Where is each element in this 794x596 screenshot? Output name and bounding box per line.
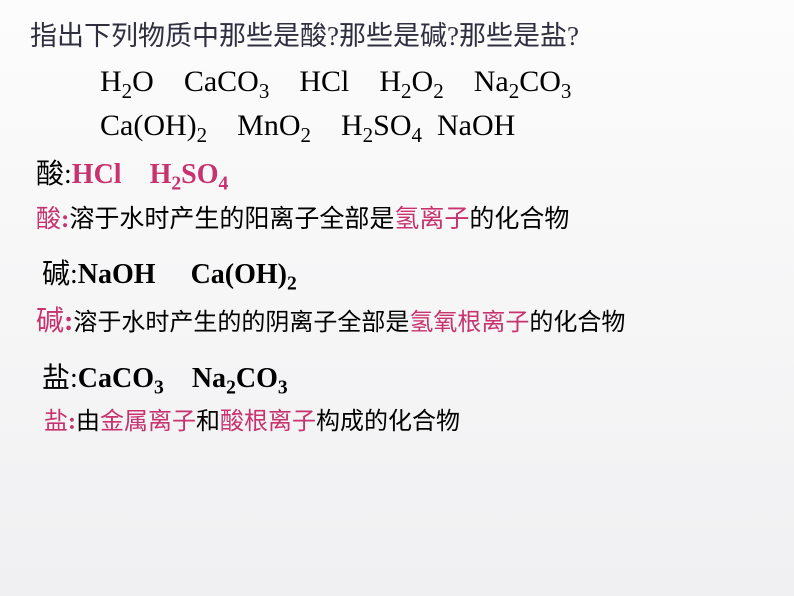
slide-container: 指出下列物质中那些是酸?那些是碱?那些是盐? H2O CaCO3 HCl H2O…	[0, 0, 794, 440]
base-label: 碱	[42, 259, 70, 290]
acid-answer-row: 酸:HCl H2SO4	[36, 155, 764, 198]
salt-definition: 盐:由金属离子和酸根离子构成的化合物	[44, 406, 764, 440]
salt-answers: CaCO3 Na2CO3	[78, 363, 288, 394]
question-text: 指出下列物质中那些是酸?那些是碱?那些是盐?	[30, 18, 764, 54]
formula-line-1: H2O CaCO3 HCl H2O2 Na2CO3	[100, 62, 764, 105]
salt-answer-row: 盐:CaCO3 Na2CO3	[42, 359, 764, 402]
formula-list: H2O CaCO3 HCl H2O2 Na2CO3 Ca(OH)2 MnO2 H…	[100, 62, 764, 149]
formula-line-2: Ca(OH)2 MnO2 H2SO4 NaOH	[100, 106, 764, 149]
base-answer-row: 碱:NaOH Ca(OH)2	[42, 255, 764, 298]
acid-definition: 酸:溶于水时产生的阳离子全部是氢离子的化合物	[36, 202, 764, 237]
base-definition: 碱:溶于水时产生的的阴离子全部是氢氧根离子的化合物	[36, 302, 764, 341]
acid-answers: HCl H2SO4	[72, 159, 229, 190]
salt-label: 盐	[42, 363, 70, 394]
acid-label: 酸	[36, 159, 64, 190]
base-answers: NaOH Ca(OH)2	[78, 259, 297, 290]
